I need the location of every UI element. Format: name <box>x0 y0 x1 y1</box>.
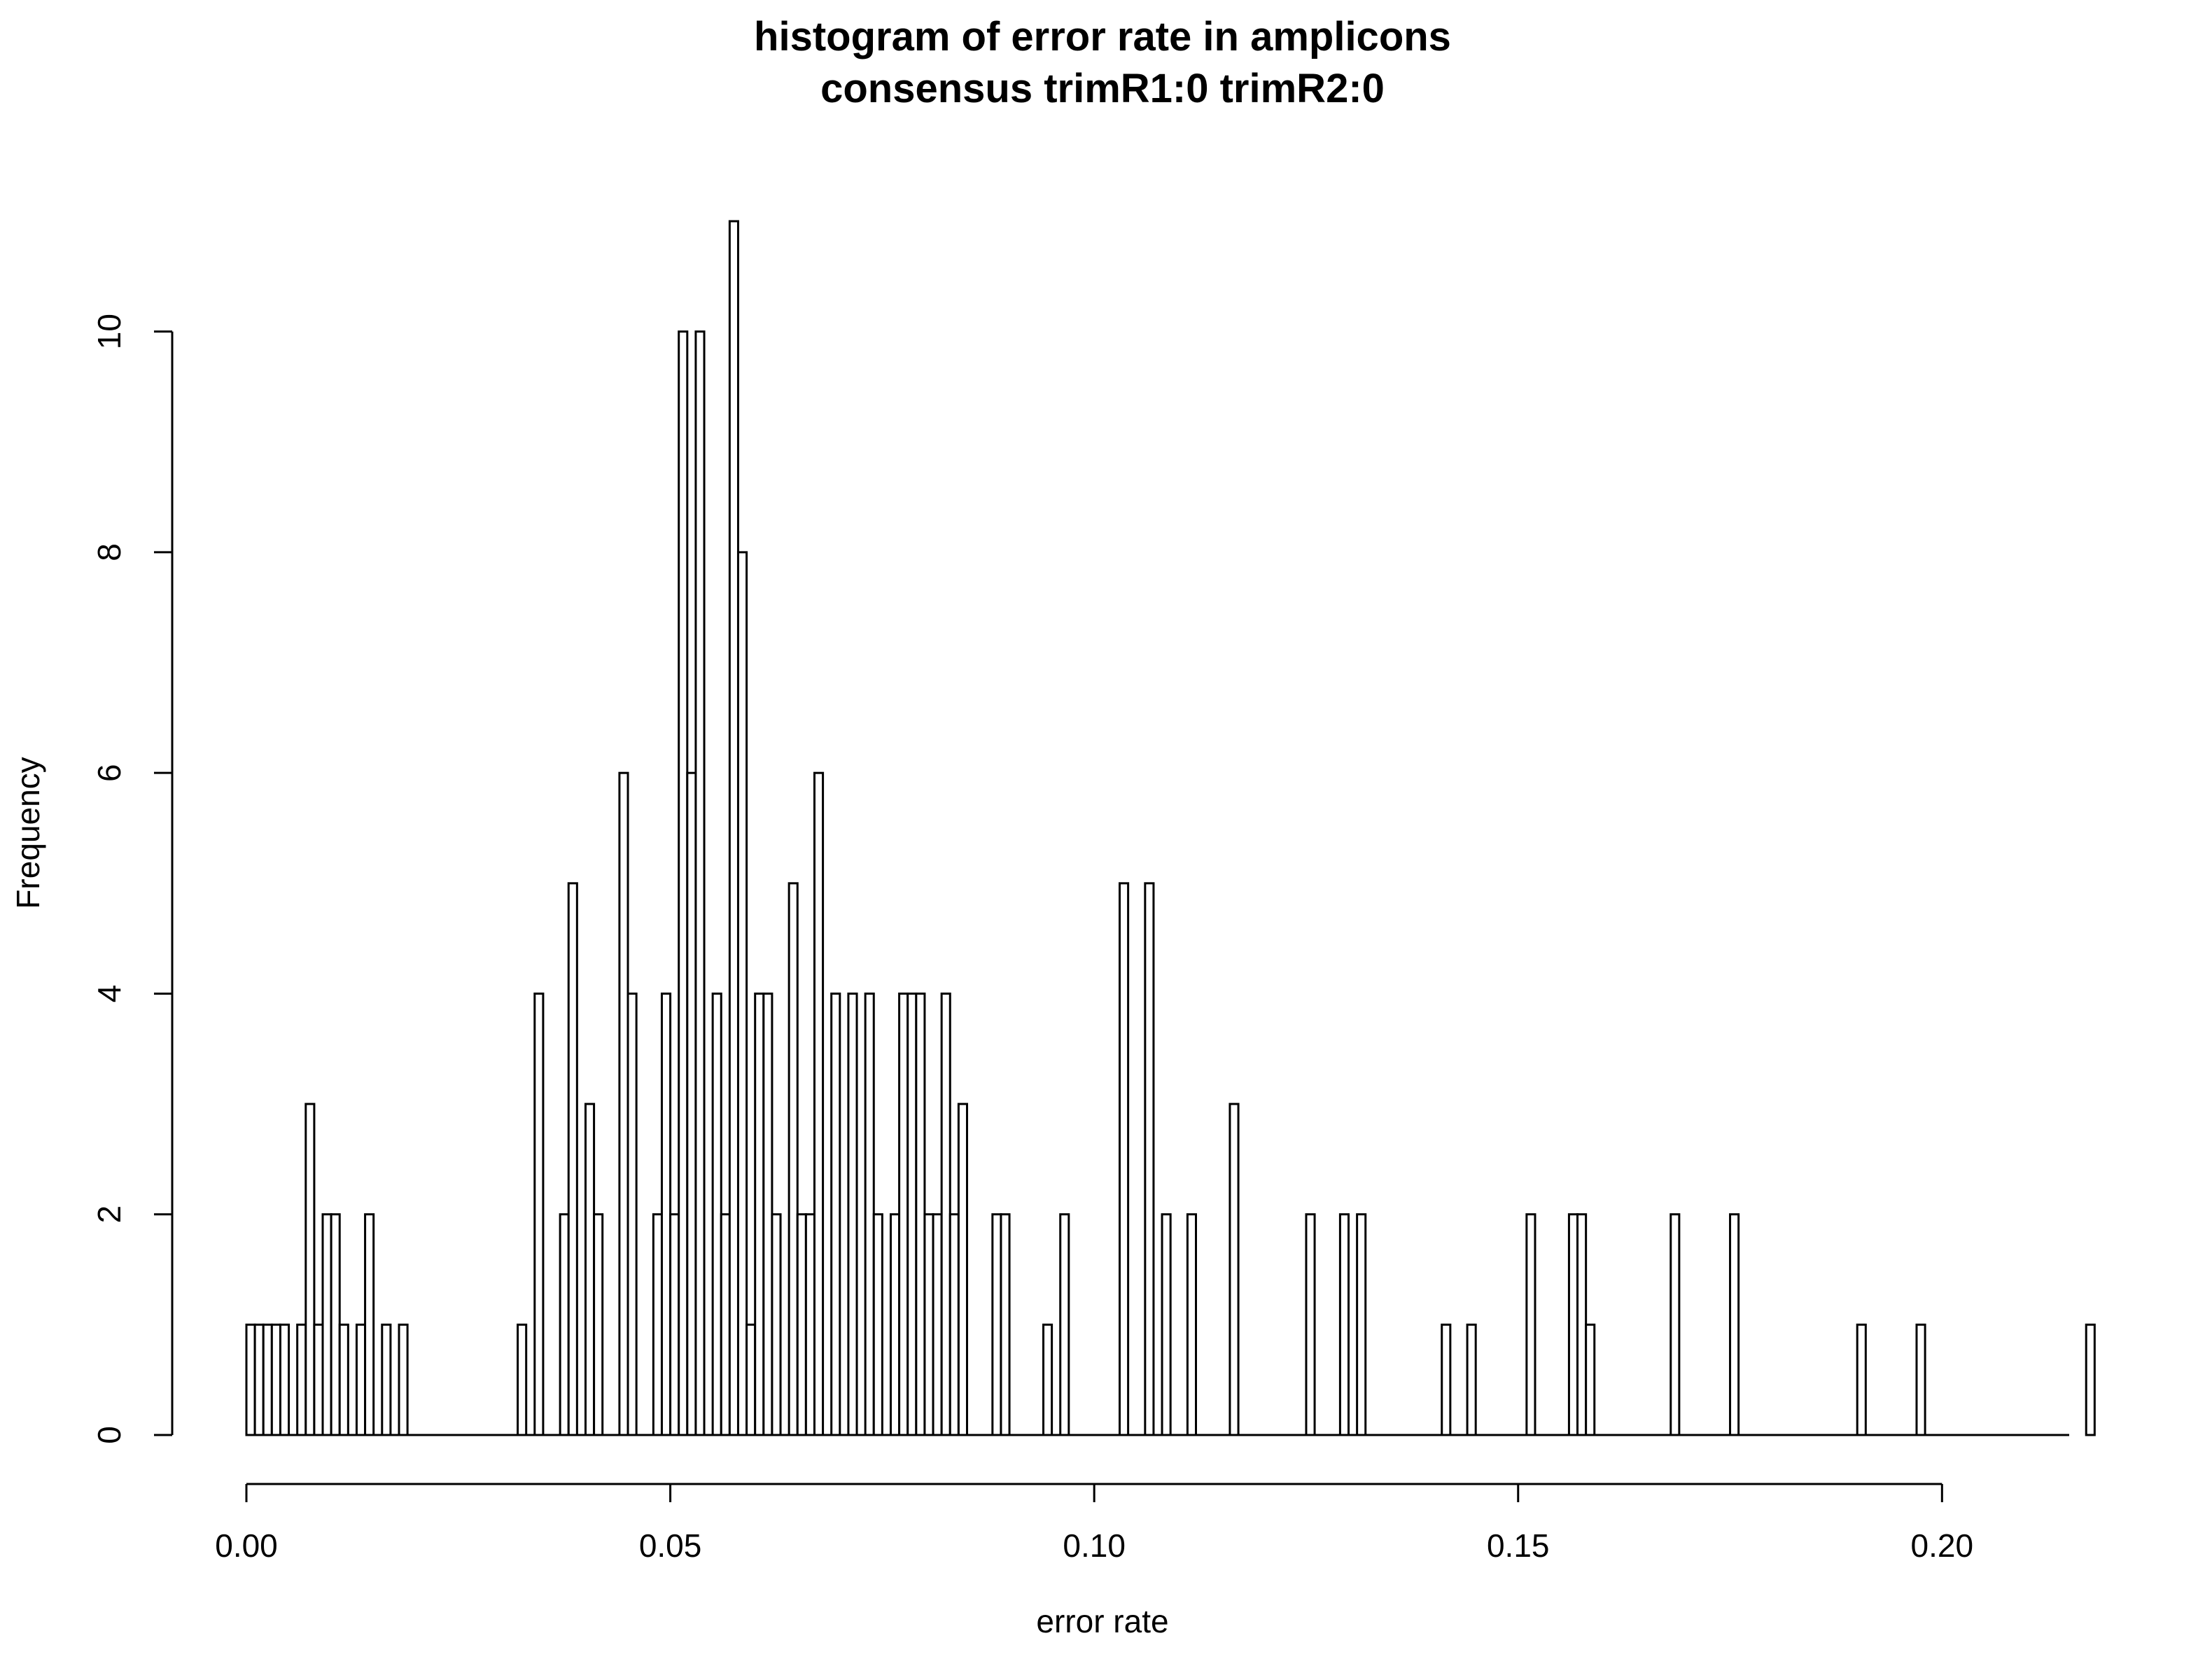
histogram-bar <box>330 1213 341 1436</box>
histogram-bar <box>381 1323 392 1436</box>
histogram-bar <box>923 1213 934 1436</box>
histogram-bar <box>533 992 545 1436</box>
histogram-bar <box>660 992 672 1436</box>
histogram-bar <box>872 1213 883 1436</box>
histogram-bar <box>652 1213 663 1436</box>
histogram-bar <box>932 1213 943 1436</box>
histogram-bar <box>736 551 748 1436</box>
histogram-bar <box>1186 1213 1198 1436</box>
histogram-bar <box>1042 1323 1054 1436</box>
x-axis-label: error rate <box>1036 1603 1168 1639</box>
y-tick-label: 8 <box>91 543 127 561</box>
chart-subtitle: consensus trimR1:0 trimR2:0 <box>820 66 1385 111</box>
histogram-bar <box>678 330 689 1436</box>
histogram-bar <box>626 992 638 1436</box>
histogram-bar <box>1059 1213 1070 1436</box>
histogram-bar <box>991 1213 1002 1436</box>
histogram-bar <box>1525 1213 1536 1436</box>
histogram-bars <box>245 220 2096 1436</box>
histogram-bar <box>754 992 765 1436</box>
histogram-bar <box>906 992 918 1436</box>
histogram-bar <box>728 220 739 1436</box>
histogram-bar <box>669 1213 680 1436</box>
histogram-bar <box>321 1213 332 1436</box>
histogram-bar <box>898 992 909 1436</box>
histogram-bar <box>1161 1213 1172 1436</box>
histogram-bar <box>355 1323 367 1436</box>
histogram-bar <box>1356 1213 1367 1436</box>
x-axis: 0.00 0.05 0.10 0.15 0.20 <box>215 1483 1974 1564</box>
histogram-bar <box>1441 1323 1452 1436</box>
histogram-bar <box>1466 1323 1477 1436</box>
histogram-bar <box>957 1102 968 1436</box>
x-tick-label: 0.05 <box>639 1527 702 1564</box>
histogram-bar <box>771 1213 782 1436</box>
histogram-bar <box>253 1323 265 1436</box>
histogram-bar <box>796 1213 807 1436</box>
histogram-bar <box>762 992 774 1436</box>
histogram-bar <box>304 1102 316 1436</box>
x-tick-label: 0.20 <box>1911 1527 1974 1564</box>
histogram-bar <box>1567 1213 1579 1436</box>
histogram-bar <box>1118 882 1130 1436</box>
histogram-bar <box>1000 1213 1011 1436</box>
chart-title: histogram of error rate in amplicons <box>754 14 1451 59</box>
y-tick-label: 4 <box>91 985 127 1003</box>
histogram-bar <box>593 1213 604 1436</box>
histogram-bar <box>279 1323 290 1436</box>
histogram-bar <box>1144 882 1155 1436</box>
histogram-bar <box>1670 1213 1681 1436</box>
histogram-bar <box>720 1213 731 1436</box>
histogram-bar <box>1338 1213 1350 1436</box>
histogram-bar <box>1856 1323 1867 1436</box>
histogram-bar <box>567 882 578 1436</box>
histogram-bar <box>889 1213 901 1436</box>
histogram-bar <box>686 771 697 1436</box>
histogram-bar <box>1915 1323 1926 1436</box>
y-tick-label: 2 <box>91 1205 127 1224</box>
histogram-bar <box>1305 1213 1316 1436</box>
histogram-bar <box>262 1323 273 1436</box>
histogram-bar <box>517 1323 528 1436</box>
histogram-bar <box>1729 1213 1740 1436</box>
histogram-bar <box>746 1323 757 1436</box>
histogram-bar <box>270 1323 281 1436</box>
histogram-bar <box>847 992 858 1436</box>
histogram-bar <box>245 1323 256 1436</box>
histogram-bar <box>711 992 722 1436</box>
y-axis-label: Frequency <box>10 757 46 909</box>
x-tick-label: 0.10 <box>1063 1527 1126 1564</box>
histogram-bar <box>940 992 951 1436</box>
histogram-bar <box>830 992 841 1436</box>
histogram-bar <box>1585 1323 1596 1436</box>
histogram-bar <box>584 1102 596 1436</box>
histogram-bar <box>1576 1213 1588 1436</box>
histogram-bar <box>864 992 875 1436</box>
x-tick-label: 0.15 <box>1487 1527 1550 1564</box>
histogram-bar <box>948 1213 960 1436</box>
histogram-bar <box>694 330 706 1436</box>
histogram-bar <box>398 1323 409 1436</box>
histogram-bar <box>296 1323 307 1436</box>
histogram-bar <box>1228 1102 1240 1436</box>
histogram-bar <box>338 1323 349 1436</box>
y-tick-label: 0 <box>91 1426 127 1444</box>
histogram-bar <box>313 1323 324 1436</box>
histogram-bar <box>618 771 629 1436</box>
histogram-bar <box>813 771 825 1436</box>
histogram-bar <box>915 992 926 1436</box>
y-tick-label: 10 <box>91 314 127 349</box>
x-tick-label: 0.00 <box>215 1527 278 1564</box>
y-axis: 0 2 4 6 8 10 <box>91 314 174 1444</box>
histogram-bar <box>804 1213 816 1436</box>
histogram-bar <box>559 1213 570 1436</box>
histogram-bar <box>2085 1323 2096 1436</box>
histogram-bar <box>788 882 799 1436</box>
histogram-bar <box>364 1213 375 1436</box>
y-tick-label: 6 <box>91 764 127 782</box>
